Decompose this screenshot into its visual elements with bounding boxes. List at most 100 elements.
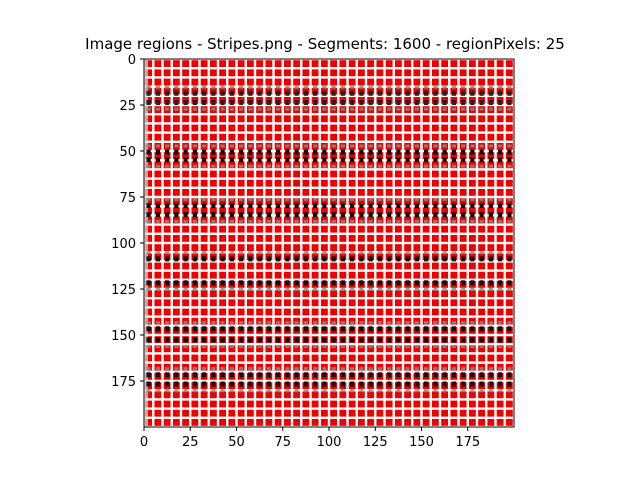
gray-band-mark [451,219,456,223]
region-cell [394,391,402,399]
dark-band-mark [488,90,493,96]
gray-band-mark [192,345,197,349]
region-cell [441,290,449,297]
dark-band-mark [396,256,401,262]
dark-band-mark [239,149,244,155]
dark-band-mark [479,212,484,218]
region-cell [404,189,412,196]
region-cell [209,391,217,399]
region-cell [348,354,356,362]
gray-band-mark [229,389,234,393]
region-cell [320,308,328,316]
region-cell [505,354,513,362]
gray-band-mark [174,85,179,89]
region-cell [172,354,180,362]
gray-band-mark [498,345,503,349]
region-cell [468,189,476,196]
gray-band-mark [248,164,253,168]
region-cell [487,235,495,242]
region-cell [302,419,310,426]
region-cell [348,391,356,399]
region-cell [320,235,328,242]
dark-band-mark [322,99,327,105]
gray-band-mark [146,251,151,255]
gray-band-mark [340,85,345,89]
region-cell [376,198,384,205]
gray-band-mark [414,85,419,89]
gray-band-mark [229,85,234,89]
region-cell [293,152,301,159]
dark-band-mark [414,212,419,218]
dark-band-mark [396,149,401,155]
gray-band-mark [266,107,271,111]
dark-band-mark [368,212,373,218]
gray-band-mark [396,389,401,393]
dark-band-mark [285,212,290,218]
dark-band-mark [433,99,438,105]
region-cell [200,152,208,159]
region-cell [413,78,421,86]
region-cell [320,69,328,77]
region-cell [311,409,319,417]
region-cell [394,78,402,86]
region-cell [505,170,513,178]
gray-band-mark [442,85,447,89]
region-cell [237,198,245,205]
region-cell [246,179,254,187]
region-cell [246,115,254,123]
dark-band-mark [451,372,456,378]
region-cell [468,207,476,215]
region-cell [394,152,402,159]
region-cell [431,189,439,196]
region-cell [496,400,504,408]
region-cell [256,69,264,77]
gray-band-mark [359,85,364,89]
dark-band-mark [165,157,170,163]
gray-band-mark [461,389,466,393]
dark-band-mark [165,381,170,387]
region-cell [274,189,282,196]
dark-band-mark [229,280,234,286]
dark-band-mark [313,326,318,332]
dark-band-mark [239,280,244,286]
dark-band-mark [146,203,151,209]
region-cell [274,419,282,426]
gray-band-mark [165,345,170,349]
region-cell [219,170,227,178]
region-cell [459,207,467,215]
dark-band-mark [507,90,512,96]
dark-band-mark [183,203,188,209]
dark-band-mark [340,90,345,96]
dark-band-mark [350,157,355,163]
dark-band-mark [183,212,188,218]
dark-band-mark [192,372,197,378]
gray-band-mark [433,107,438,111]
gray-band-mark [368,85,373,89]
dark-band-mark [377,256,382,262]
region-cell [191,133,199,141]
region-cell [413,271,421,279]
gray-band-mark [202,144,207,148]
region-cell [348,207,356,215]
region-cell [441,115,449,123]
region-cell [237,409,245,417]
region-cell [441,207,449,215]
region-cell [413,152,421,159]
region-cell [385,225,393,233]
gray-band-mark [276,219,281,223]
region-cell [228,391,236,399]
region-cell [404,78,412,86]
region-cell [163,152,171,159]
dark-band-mark [146,326,151,332]
x-tick-label: 25 [182,435,199,450]
dark-band-mark [461,212,466,218]
region-cell [459,152,467,159]
dark-band-mark [461,90,466,96]
dark-band-mark [220,212,225,218]
region-cell [496,115,504,123]
region-cell [478,391,486,399]
dark-band-mark [479,90,484,96]
dark-band-mark [322,203,327,209]
dark-band-mark [507,256,512,262]
gray-band-mark [405,164,410,168]
